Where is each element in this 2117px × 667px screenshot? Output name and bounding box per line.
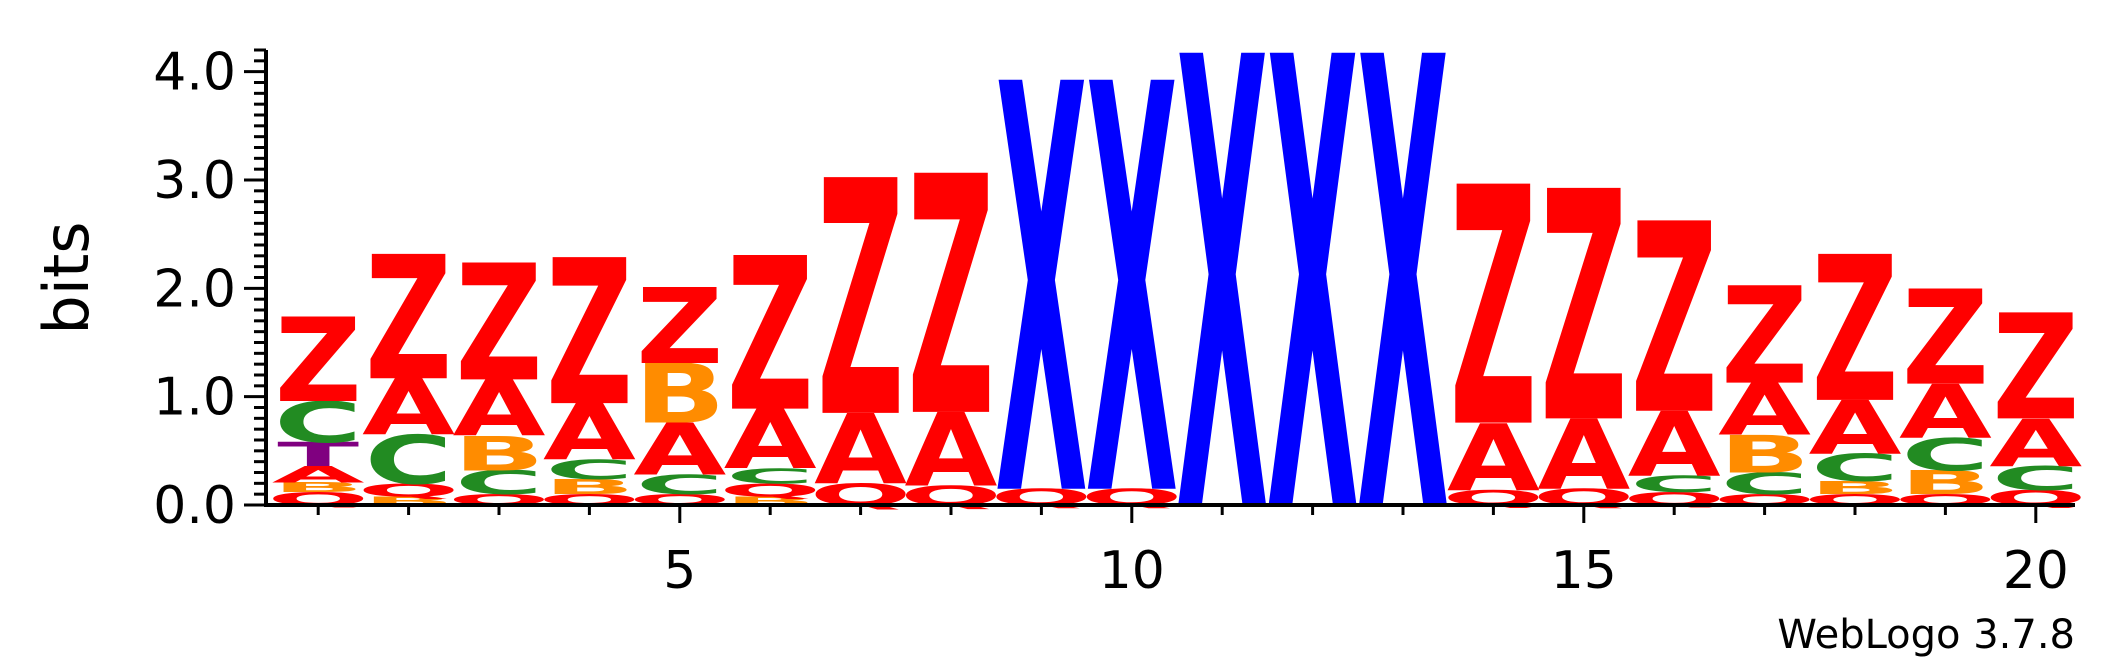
- logo-letter-z: Z: [546, 218, 633, 451]
- logo-letter-a: A: [814, 394, 907, 507]
- logo-letter-z: Z: [817, 113, 904, 490]
- logo-letter-b: B: [1900, 464, 1991, 502]
- logo-letter-c: C: [545, 454, 633, 485]
- logo-letter-a: A: [1718, 369, 1811, 452]
- logo-letter-b: B: [272, 480, 363, 495]
- logo-letter-z: Z: [1902, 263, 1989, 415]
- logo-letter-z: Z: [1450, 120, 1537, 501]
- stack-position-10: QX: [1081, 0, 1183, 622]
- logo-letter-a: A: [905, 393, 998, 510]
- y-tick-label: 3.0: [153, 151, 236, 211]
- logo-letter-c: C: [274, 390, 362, 456]
- logo-letter-c: C: [455, 464, 543, 502]
- logo-letter-z: Z: [1992, 284, 2079, 453]
- logo-letter-z: Z: [365, 220, 452, 419]
- logo-letter-c: C: [365, 421, 453, 499]
- logo-letter-c: C: [726, 464, 814, 488]
- x-axis-ticks: 5 10 15 20: [316, 505, 2069, 601]
- logo-letter-x: X: [1357, 0, 1450, 652]
- logo-letter-a: A: [1989, 405, 2082, 481]
- logo-letter-a: A: [1537, 399, 1630, 512]
- stack-position-14: QAZ: [1442, 120, 1544, 512]
- logo-letter-t: T: [277, 436, 359, 474]
- stack-position-15: QAZ: [1533, 126, 1635, 512]
- logo-letter-z: Z: [1540, 126, 1627, 494]
- logo-letter-z: Z: [1631, 168, 1718, 473]
- logo-letter-z: Z: [1811, 214, 1898, 447]
- logo-letter-a: A: [724, 393, 817, 488]
- y-tick-label: 2.0: [153, 259, 236, 319]
- logo-letter-c: C: [1811, 447, 1899, 490]
- stack-position-12: X: [1266, 0, 1359, 652]
- logo-letter-a: A: [453, 364, 546, 454]
- logo-letter-b: B: [1719, 424, 1810, 485]
- logo-letter-q: Q: [719, 480, 821, 501]
- logo-letter-c: C: [1992, 459, 2080, 497]
- weblogo-credit: WebLogo 3.7.8: [1777, 612, 2075, 658]
- y-tick-label: 0.0: [153, 476, 236, 536]
- logo-letter-z: Z: [907, 109, 994, 490]
- y-tick-label: 1.0: [153, 368, 236, 428]
- logo-letter-c: C: [1630, 472, 1718, 498]
- logo-letter-a: A: [1899, 369, 1992, 456]
- logo-letter-c: C: [1901, 430, 1989, 482]
- logo-letter-b: B: [453, 426, 544, 482]
- stack-position-7: QAZ: [810, 113, 912, 512]
- logo-letter-a: A: [1809, 385, 1902, 472]
- logo-letter-z: Z: [727, 214, 814, 459]
- logo-letter-b: B: [544, 475, 635, 499]
- logo-letter-q: Q: [358, 480, 460, 501]
- logo-letter-a: A: [633, 409, 726, 492]
- y-axis-label: bits: [30, 221, 103, 334]
- logo-letter-a: A: [1447, 406, 1540, 513]
- logo-letter-b: B: [634, 348, 725, 443]
- logo-letter-x: X: [1086, 0, 1179, 622]
- stack-position-9: QX: [990, 0, 1092, 622]
- logo-letter-c: C: [636, 470, 724, 501]
- logo-letter-a: A: [1628, 393, 1721, 497]
- x-tick-label: 15: [1551, 541, 1617, 601]
- logo-letter-z: Z: [455, 232, 542, 418]
- letter-stacks: QBATCZBQCAZQCBAZQBCAZQCABZBQCAZQAZQAZQXQ…: [267, 0, 2087, 652]
- logo-letter-z: Z: [636, 268, 723, 388]
- logo-letter-z: Z: [1721, 258, 1808, 414]
- stack-position-8: QAZ: [900, 109, 1002, 511]
- logo-letter-x: X: [1176, 0, 1269, 652]
- logo-letter-x: X: [995, 0, 1088, 622]
- logo-letter-c: C: [1721, 467, 1809, 502]
- y-axis-ticks: 0.0 1.0 2.0 3.0 4.0: [153, 43, 266, 536]
- stack-position-13: X: [1357, 0, 1450, 652]
- logo-letter-a: A: [272, 462, 365, 488]
- logo-letter-a: A: [543, 388, 636, 478]
- y-tick-label: 4.0: [153, 43, 236, 103]
- x-tick-label: 10: [1099, 541, 1165, 601]
- logo-letter-x: X: [1266, 0, 1359, 652]
- x-tick-label: 5: [663, 541, 696, 601]
- stack-position-11: X: [1176, 0, 1269, 652]
- x-tick-label: 20: [2003, 541, 2069, 601]
- logo-letter-b: B: [1809, 478, 1900, 499]
- logo-letter-z: Z: [275, 294, 362, 429]
- logo-letter-a: A: [362, 363, 455, 453]
